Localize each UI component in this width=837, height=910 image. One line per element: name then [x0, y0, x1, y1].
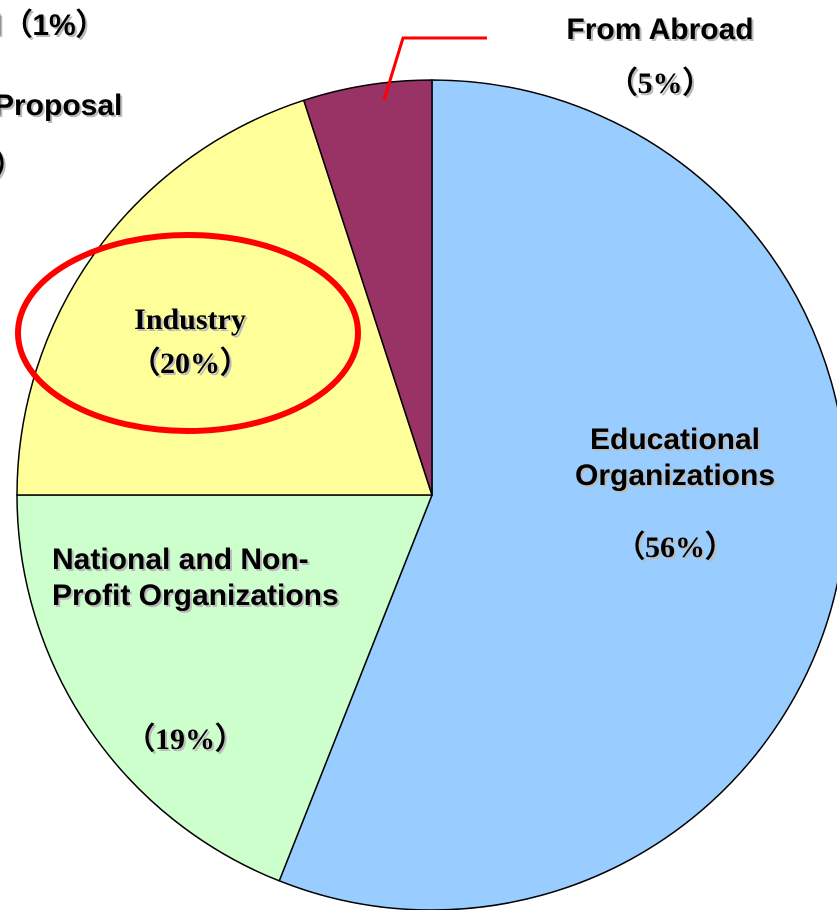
slice-label: Industry [134, 303, 246, 336]
value-label: （56%） [615, 531, 735, 564]
slice-label: Educational Organizations [574, 423, 776, 492]
value-label: （5%） [607, 67, 713, 100]
highlight-ellipse [15, 232, 361, 434]
slice-label: From Abroad [566, 13, 754, 46]
pie-slice [278, 79, 837, 910]
value-label: （19%） [125, 723, 245, 756]
value-label: （20%） [130, 347, 250, 380]
annotation: l（1%） [0, 9, 106, 42]
annotation: Proposal [0, 89, 123, 122]
pie-slice [302, 79, 433, 496]
slice-label: National and Non-Profit Organizations [52, 543, 339, 612]
leader-line [382, 36, 487, 101]
annotation: ） [0, 148, 54, 184]
pie-slice [16, 494, 434, 882]
